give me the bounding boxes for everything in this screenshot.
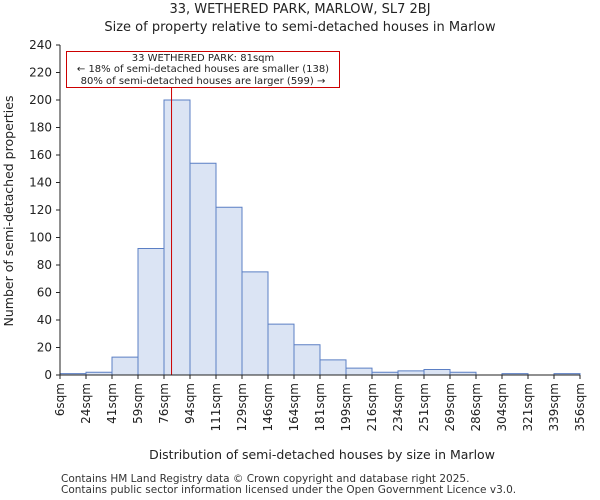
bar-94sqm (189, 162, 217, 376)
bar-146sqm (267, 323, 295, 376)
x-tick-label: 339sqm (547, 383, 561, 431)
y-tick-label: 60 (37, 286, 52, 300)
bar-164sqm (293, 344, 321, 376)
annotation-line-2: ← 18% of semi-detached houses are smalle… (76, 64, 330, 76)
y-tick-label: 180 (29, 121, 52, 135)
footer-line-2: Contains public sector information licen… (61, 484, 517, 496)
x-tick-label: 24sqm (79, 383, 93, 424)
y-tick-label: 80 (37, 258, 52, 272)
x-tick-label: 41sqm (105, 383, 119, 424)
bar-129sqm (241, 271, 269, 376)
x-tick-label: 76sqm (157, 383, 171, 424)
x-tick-label: 94sqm (183, 383, 197, 424)
x-tick-label: 269sqm (443, 383, 457, 431)
y-tick-label: 20 (37, 341, 52, 355)
y-axis-label: Number of semi-detached properties (1, 96, 16, 327)
x-tick-label: 6sqm (53, 383, 67, 416)
y-tick-label: 160 (29, 148, 52, 162)
bar-181sqm (319, 359, 347, 376)
x-tick-label: 164sqm (287, 383, 301, 431)
x-tick-label: 216sqm (365, 383, 379, 431)
x-tick-label: 286sqm (469, 383, 483, 431)
x-tick-label: 59sqm (131, 383, 145, 424)
chart-title: 33, WETHERED PARK, MARLOW, SL7 2BJ (169, 2, 431, 17)
y-tick-label: 100 (29, 231, 52, 245)
y-tick-label: 220 (29, 66, 52, 80)
x-tick-label: 234sqm (391, 383, 405, 431)
x-tick-label: 356sqm (573, 383, 587, 431)
bar-251sqm (423, 369, 451, 376)
x-tick-label: 304sqm (495, 383, 509, 431)
bar-41sqm (111, 356, 139, 376)
x-tick-label: 251sqm (417, 383, 431, 431)
x-tick-label: 129sqm (235, 383, 249, 431)
annotation-line-1: 33 WETHERED PARK: 81sqm (131, 53, 275, 64)
bar-234sqm (397, 370, 425, 376)
bar-76sqm (163, 99, 191, 376)
y-tick-label: 40 (37, 313, 52, 327)
bar-199sqm (345, 367, 373, 376)
y-tick-label: 120 (29, 203, 52, 217)
x-axis-label: Distribution of semi-detached houses by … (149, 447, 495, 462)
x-tick-label: 146sqm (261, 383, 275, 431)
annotation-box: 33 WETHERED PARK: 81sqm ← 18% of semi-de… (66, 51, 340, 88)
bar-111sqm (215, 206, 243, 376)
bar-59sqm (137, 248, 165, 376)
x-tick-label: 111sqm (209, 383, 223, 431)
chart-subtitle: Size of property relative to semi-detach… (104, 20, 496, 35)
x-tick-label: 199sqm (339, 383, 353, 431)
y-tick-label: 200 (29, 93, 52, 107)
footer-line-1: Contains HM Land Registry data © Crown c… (61, 473, 470, 485)
y-tick-label: 240 (29, 38, 52, 52)
y-tick-label: 0 (44, 368, 52, 382)
y-tick-label: 140 (29, 176, 52, 190)
annotation-line-3: 80% of semi-detached houses are larger (… (80, 75, 326, 87)
x-tick-label: 181sqm (313, 383, 327, 431)
x-tick-label: 321sqm (521, 383, 535, 431)
